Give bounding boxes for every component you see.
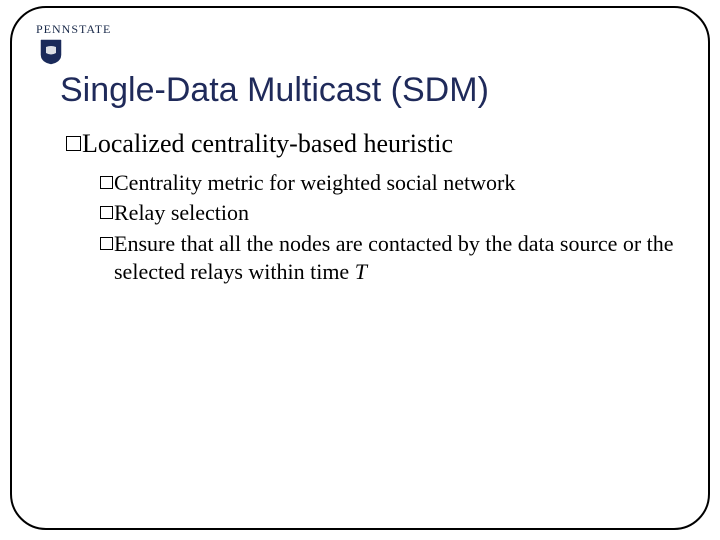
bullet-text-italic: T [355,259,367,284]
slide-title: Single-Data Multicast (SDM) [60,71,684,110]
square-bullet-icon [100,237,113,250]
slide-frame: PENNSTATE Single-Data Multicast (SDM) Lo… [10,6,710,530]
logo-text: PENNSTATE [36,22,111,37]
bullet-text: Centrality metric for weighted social ne… [114,169,515,198]
bullet-list-level2: Centrality metric for weighted social ne… [100,169,684,287]
bullet-text: Ensure that all the nodes are contacted … [114,230,684,287]
bullet-list-level1: Localized centrality-based heuristic [66,128,684,161]
square-bullet-icon [100,176,113,189]
bullet-text: Relay selection [114,199,249,228]
list-item: Centrality metric for weighted social ne… [100,169,684,198]
shield-icon [40,39,62,65]
list-item: Relay selection [100,199,684,228]
list-item: Localized centrality-based heuristic [66,128,684,161]
square-bullet-icon [66,136,81,151]
list-item: Ensure that all the nodes are contacted … [100,230,684,287]
university-logo: PENNSTATE [36,22,684,65]
square-bullet-icon [100,206,113,219]
bullet-text: Localized centrality-based heuristic [82,128,453,161]
bullet-text-part: Ensure that all the nodes are contacted … [114,231,674,285]
